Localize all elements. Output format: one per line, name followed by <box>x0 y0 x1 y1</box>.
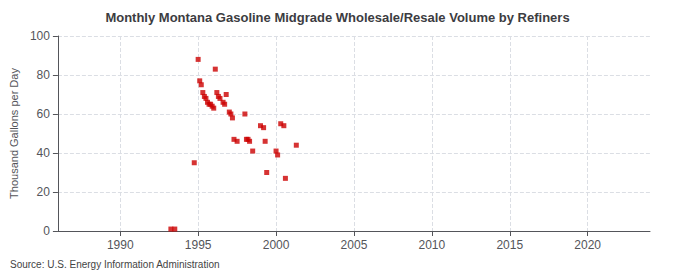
svg-text:1990: 1990 <box>107 238 134 252</box>
svg-text:Thousand Gallons per Day: Thousand Gallons per Day <box>8 68 20 199</box>
svg-text:2005: 2005 <box>341 238 368 252</box>
svg-text:1995: 1995 <box>185 238 212 252</box>
svg-text:20: 20 <box>37 185 51 199</box>
svg-text:Source: U.S. Energy Informatio: Source: U.S. Energy Information Administ… <box>10 259 220 270</box>
svg-text:Monthly Montana Gasoline Midgr: Monthly Montana Gasoline Midgrade Wholes… <box>105 10 569 25</box>
svg-text:80: 80 <box>37 68 51 82</box>
svg-text:2015: 2015 <box>496 238 523 252</box>
svg-text:2010: 2010 <box>419 238 446 252</box>
svg-text:40: 40 <box>37 146 51 160</box>
svg-text:0: 0 <box>43 224 50 238</box>
svg-text:2000: 2000 <box>263 238 290 252</box>
svg-text:60: 60 <box>37 107 51 121</box>
svg-text:2020: 2020 <box>574 238 601 252</box>
svg-text:100: 100 <box>30 29 50 43</box>
